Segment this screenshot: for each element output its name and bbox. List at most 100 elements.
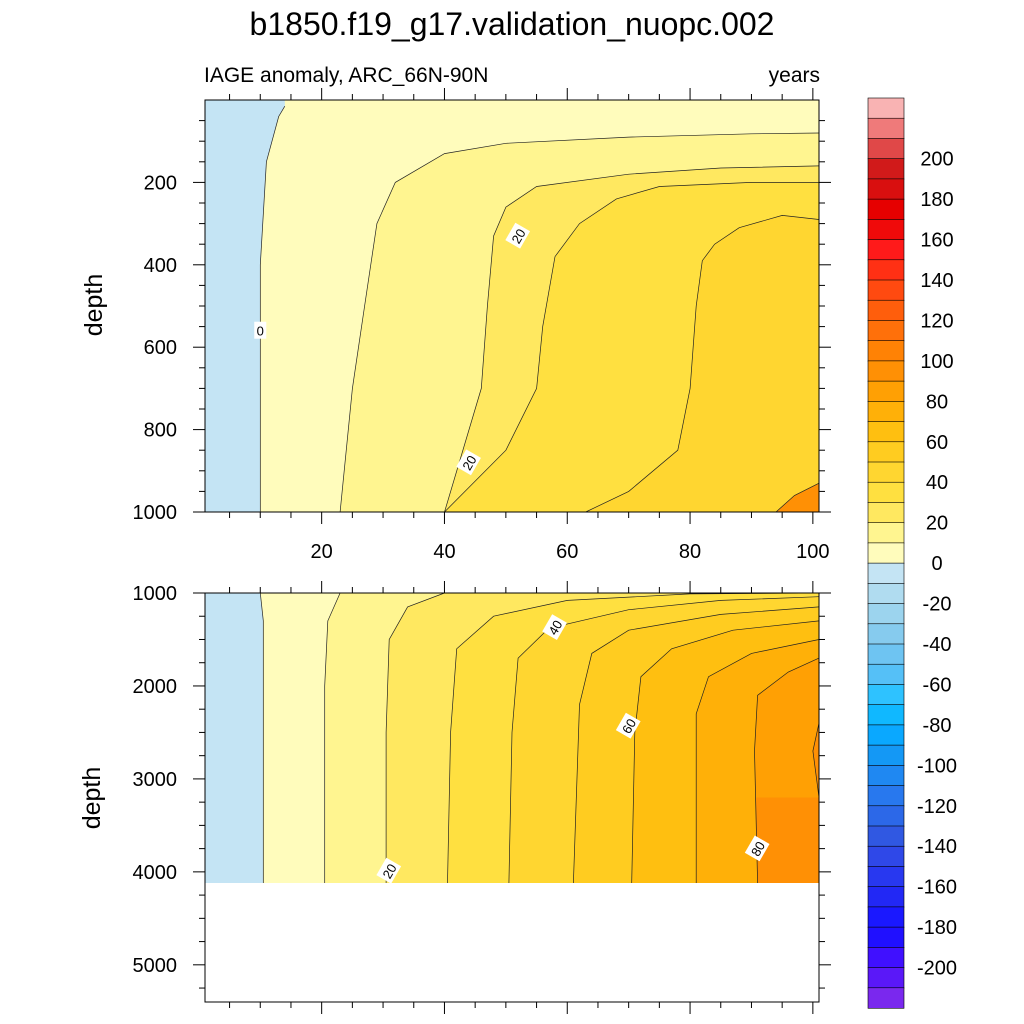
- contour-line-25: [447, 592, 820, 884]
- colorbar-box: [867, 178, 905, 200]
- colorbar-label: 180: [920, 189, 953, 211]
- colorbar: 200180160140120100806040200-20-40-60-80-…: [867, 97, 957, 1009]
- colorbar-box: [867, 117, 905, 140]
- colorbar-box: [867, 583, 905, 605]
- colorbar-label: 80: [926, 391, 948, 413]
- colorbar-box: [867, 704, 905, 726]
- colorbar-box: [867, 198, 905, 220]
- colorbar-box: [867, 906, 905, 928]
- colorbar-box: [867, 481, 905, 504]
- contour-label-text: 40: [545, 618, 565, 638]
- y-tick-label: 800: [144, 420, 177, 442]
- colorbar-label: 120: [920, 310, 953, 332]
- colorbar-box: [867, 421, 905, 443]
- contour-label-bg: [542, 614, 567, 641]
- colorbar-box: [867, 825, 905, 847]
- colorbar-label: -60: [923, 674, 952, 696]
- colorbar-box: [867, 138, 905, 160]
- x-tick-label: 20: [311, 541, 333, 563]
- contour-label-text: 0: [257, 324, 264, 339]
- colorbar-box: [867, 441, 905, 463]
- upper-left-label: IAGE anomaly, ARC_66N-90N: [204, 64, 488, 87]
- x-tick-label: 40: [433, 541, 455, 563]
- contour-label-bg: [254, 321, 267, 339]
- fill-band-0: [205, 100, 285, 512]
- contour-line-40: [573, 606, 820, 884]
- colorbar-box: [867, 522, 905, 544]
- contour-label-bg: [615, 712, 641, 739]
- contour-label: 0: [254, 321, 267, 339]
- colorbar-box: [867, 401, 905, 423]
- x-tick-label: 100: [796, 541, 829, 563]
- lower-panel: depth 40 60 20 80 1000 2000 3000 4000 5000: [78, 581, 831, 1014]
- colorbar-box: [867, 603, 905, 625]
- colorbar-box: [867, 987, 905, 1009]
- colorbar-box: [867, 684, 905, 706]
- colorbar-box: [867, 623, 905, 645]
- colorbar-box: [867, 299, 905, 322]
- colorbar-label: -20: [923, 594, 952, 616]
- colorbar-box: [867, 562, 905, 584]
- colorbar-box: [867, 744, 905, 766]
- colorbar-label: -80: [923, 715, 952, 737]
- plot-frame: [204, 592, 820, 1003]
- upper-y-axis-label: depth: [80, 274, 108, 337]
- contour-label: 60: [615, 712, 641, 739]
- colorbar-label: 140: [920, 270, 953, 292]
- contour-label: 20: [456, 449, 481, 476]
- upper-right-label: years: [769, 64, 820, 87]
- colorbar-box: [867, 259, 905, 281]
- contour-label: 40: [542, 614, 567, 641]
- colorbar-box: [867, 866, 905, 888]
- colorbar-box: [867, 805, 905, 827]
- y-tick-label: 600: [144, 337, 177, 359]
- fill-band-0: [205, 593, 264, 884]
- colorbar-label: 60: [926, 432, 948, 454]
- colorbar-label: -140: [917, 836, 957, 858]
- contour-label-bg: [744, 835, 770, 862]
- contour-line-70: [754, 657, 820, 884]
- colorbar-box: [867, 845, 905, 868]
- colorbar-box: [867, 886, 905, 908]
- colorbar-box: [867, 643, 905, 665]
- contour-line-20: [385, 592, 445, 883]
- colorbar-box: [867, 97, 905, 119]
- colorbar-box: [867, 785, 905, 807]
- colorbar-box: [867, 340, 905, 362]
- contour-label-bg: [376, 857, 402, 884]
- contour-line-10: [339, 132, 820, 513]
- contour-label: 20: [376, 857, 402, 884]
- contour-line-80: [812, 723, 820, 798]
- contour-line-25: [444, 182, 819, 513]
- colorbar-box: [867, 279, 905, 301]
- colorbar-box: [867, 926, 905, 948]
- colorbar-label: 160: [920, 230, 953, 252]
- x-tick-label: 60: [556, 541, 578, 563]
- x-tick-label: 80: [679, 541, 701, 563]
- colorbar-box: [867, 502, 905, 524]
- contour-line-35: [775, 482, 820, 513]
- y-tick-label: 1000: [133, 583, 178, 605]
- colorbar-label: -40: [923, 634, 952, 656]
- colorbar-box: [867, 360, 905, 382]
- colorbar-label: -200: [917, 958, 957, 980]
- colorbar-box: [867, 765, 905, 787]
- contour-label-text: 60: [619, 716, 639, 736]
- contour-line-20: [444, 165, 820, 513]
- y-tick-label: 2000: [133, 676, 178, 698]
- colorbar-label: 0: [931, 553, 942, 575]
- contour-line-10: [324, 592, 341, 883]
- colorbar-box: [867, 947, 905, 969]
- contour-label-text: 80: [748, 839, 768, 859]
- y-tick-label: 1000: [133, 502, 178, 524]
- contour-label: 80: [744, 835, 770, 862]
- colorbar-box: [867, 380, 905, 402]
- figure-title: b1850.f19_g17.validation_nuopc.002: [250, 6, 775, 42]
- contour-line-50: [631, 620, 820, 884]
- colorbar-label: 20: [926, 513, 948, 535]
- contour-label-text: 20: [508, 226, 528, 246]
- lower-y-axis-label: depth: [78, 767, 106, 830]
- colorbar-label: 200: [920, 149, 953, 171]
- contour-line-30: [585, 215, 820, 513]
